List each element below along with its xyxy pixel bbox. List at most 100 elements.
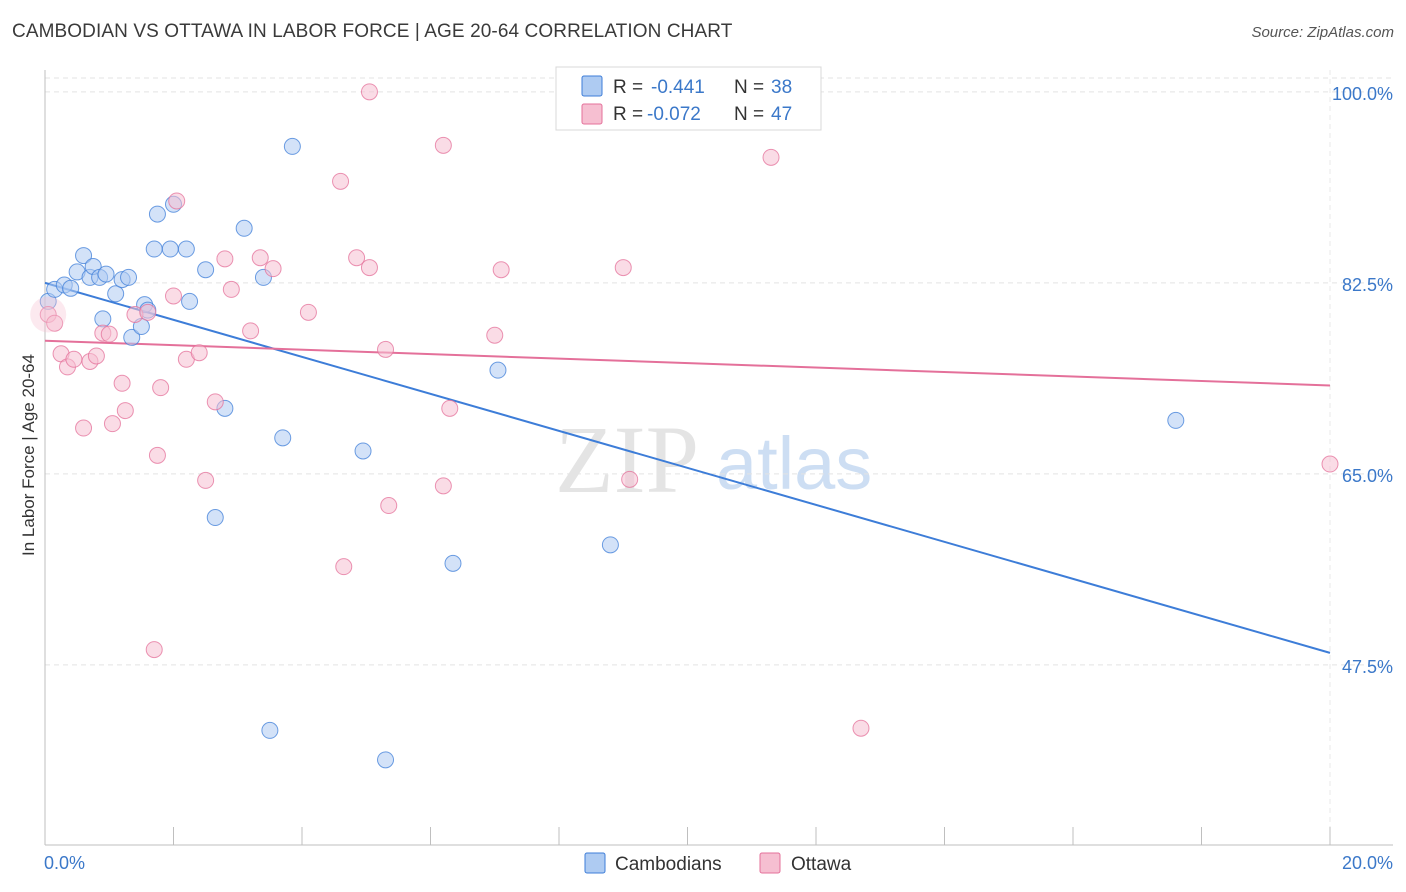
legend-r-value-2: -0.072	[647, 104, 701, 125]
point-ottawa-30	[332, 172, 350, 190]
point-ottawa-1	[46, 314, 64, 332]
point-cambodians-34	[489, 361, 507, 379]
point-ottawa-38	[441, 399, 459, 417]
point-ottawa-9	[100, 325, 118, 343]
trend-line-ottawa	[44, 339, 1331, 387]
point-cambodians-20	[161, 240, 179, 258]
point-cambodians-14	[123, 328, 141, 346]
legend-r-value-1: -0.441	[651, 77, 705, 98]
point-ottawa-11	[113, 374, 131, 392]
point-ottawa-12	[116, 402, 134, 420]
point-ottawa-18	[165, 287, 182, 305]
point-cambodians-26	[235, 219, 253, 237]
point-ottawa-45	[852, 719, 870, 737]
point-ottawa-29	[299, 303, 317, 321]
point-ottawa-22	[197, 471, 215, 489]
point-cambodians-29	[274, 429, 292, 447]
bottom-legend-label-ottawa: Ottawa	[791, 854, 852, 875]
point-ottawa-40	[486, 326, 504, 344]
point-cambodians-37	[1167, 411, 1185, 429]
point-ottawa-15	[145, 641, 163, 659]
x-tick-label-1: 20.0%	[1342, 853, 1393, 873]
point-cluster-origin	[30, 296, 67, 333]
point-cambodians-33	[377, 751, 395, 769]
point-ottawa-41	[492, 261, 510, 279]
point-ottawa-28	[264, 260, 282, 278]
point-cambodians-36	[601, 536, 619, 554]
point-ottawa-32	[348, 249, 366, 267]
point-ottawa-46	[1321, 455, 1339, 473]
point-cambodians-35	[444, 554, 462, 572]
point-cambodians-18	[145, 240, 163, 258]
point-ottawa-34	[377, 340, 395, 358]
legend-n-label-2: N =	[734, 104, 764, 125]
watermark-atlas: atlas	[716, 422, 872, 505]
point-ottawa-19	[168, 192, 186, 210]
point-ottawa-39	[434, 477, 452, 495]
bottom-legend-swatch-cambodians	[584, 852, 606, 874]
point-cambodians-32	[261, 721, 279, 739]
point-ottawa-43	[621, 470, 639, 488]
legend-n-value-1: 38	[771, 77, 792, 98]
point-ottawa-33	[360, 259, 378, 277]
point-cambodians-31	[206, 509, 224, 527]
point-ottawa-23	[206, 393, 224, 411]
chart-title: CAMBODIAN VS OTTAWA IN LABOR FORCE | AGE…	[12, 21, 733, 42]
point-ottawa-5	[75, 419, 93, 437]
point-ottawa-42	[614, 259, 632, 277]
data-points	[30, 83, 1339, 769]
y-axis-label: In Labor Force | Age 20-64	[19, 354, 38, 556]
series-legend: Cambodians Ottawa	[584, 852, 852, 875]
point-ottawa-44	[762, 148, 780, 166]
point-ottawa-35	[380, 497, 398, 515]
point-ottawa-17	[152, 379, 170, 397]
trend-line-cambodians	[44, 281, 1331, 654]
point-cambodians-30	[354, 442, 372, 460]
point-ottawa-14	[139, 303, 157, 321]
trend-lines	[44, 281, 1331, 654]
axes	[44, 70, 1393, 846]
x-tick-label-0: 0.0%	[44, 853, 85, 873]
point-cambodians-3	[62, 279, 80, 297]
point-cambodians-24	[197, 261, 215, 279]
point-ottawa-16	[148, 446, 166, 464]
legend-swatch-cambodians	[581, 75, 603, 97]
y-tick-labels: 100.0% 82.5% 65.0% 47.5%	[1332, 84, 1393, 677]
point-ottawa-21	[190, 344, 208, 362]
bottom-legend-swatch-ottawa	[759, 852, 781, 874]
point-cambodians-13	[94, 310, 112, 328]
point-cambodians-19	[148, 205, 166, 223]
point-ottawa-25	[222, 280, 240, 298]
point-ottawa-10	[103, 415, 121, 433]
point-ottawa-37	[434, 136, 452, 154]
x-tick-labels: 0.0% 20.0%	[44, 853, 1393, 873]
point-cambodians-22	[177, 240, 195, 258]
point-cambodians-5	[75, 247, 93, 265]
point-cambodians-23	[181, 292, 199, 310]
point-ottawa-7	[87, 347, 105, 365]
watermark-zip: ZIP	[555, 406, 699, 513]
legend-swatch-ottawa	[581, 103, 603, 125]
point-ottawa-27	[251, 249, 269, 267]
bottom-legend-label-cambodians: Cambodians	[615, 854, 722, 875]
chart-source: Source: ZipAtlas.com	[1251, 24, 1394, 41]
point-ottawa-24	[216, 250, 234, 268]
point-cambodians-9	[97, 265, 115, 283]
y-tick-label-1: 82.5%	[1342, 275, 1393, 295]
point-ottawa-4	[65, 350, 83, 368]
y-tick-label-0: 100.0%	[1332, 84, 1393, 104]
point-ottawa-26	[242, 322, 260, 340]
correlation-legend: R = -0.441 N = 38 R = -0.072 N = 47	[555, 66, 822, 131]
legend-r-label-1: R =	[613, 77, 643, 98]
legend-r-label-2: R =	[613, 104, 643, 125]
point-ottawa-36	[360, 83, 378, 101]
point-cambodians-28	[283, 137, 301, 155]
y-tick-label-2: 65.0%	[1342, 466, 1393, 486]
legend-n-label-1: N =	[734, 77, 764, 98]
point-cambodians-10	[107, 285, 125, 303]
point-cambodians-12	[120, 268, 138, 286]
legend-n-value-2: 47	[771, 104, 792, 125]
point-ottawa-31	[335, 558, 353, 576]
y-tick-label-3: 47.5%	[1342, 657, 1393, 677]
